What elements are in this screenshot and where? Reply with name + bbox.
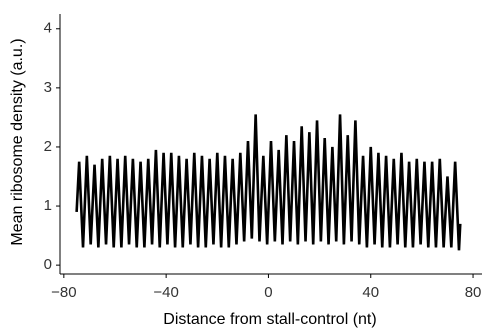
data-line xyxy=(75,114,462,251)
y-axis-title: Mean ribosome density (a.u.) xyxy=(9,38,26,245)
y-tick-label: 1 xyxy=(44,197,52,214)
x-tick-label: −40 xyxy=(153,284,178,301)
x-axis-title: Distance from stall-control (nt) xyxy=(163,311,376,328)
x-tick-label: −80 xyxy=(51,284,76,301)
x-tick-label: 40 xyxy=(362,284,379,301)
x-tick-label: 0 xyxy=(264,284,272,301)
y-tick-label: 0 xyxy=(44,256,52,273)
x-tick-label: 80 xyxy=(465,284,482,301)
y-tick-label: 2 xyxy=(44,138,52,155)
y-tick-label: 3 xyxy=(44,79,52,96)
y-tick-label: 4 xyxy=(44,20,52,37)
